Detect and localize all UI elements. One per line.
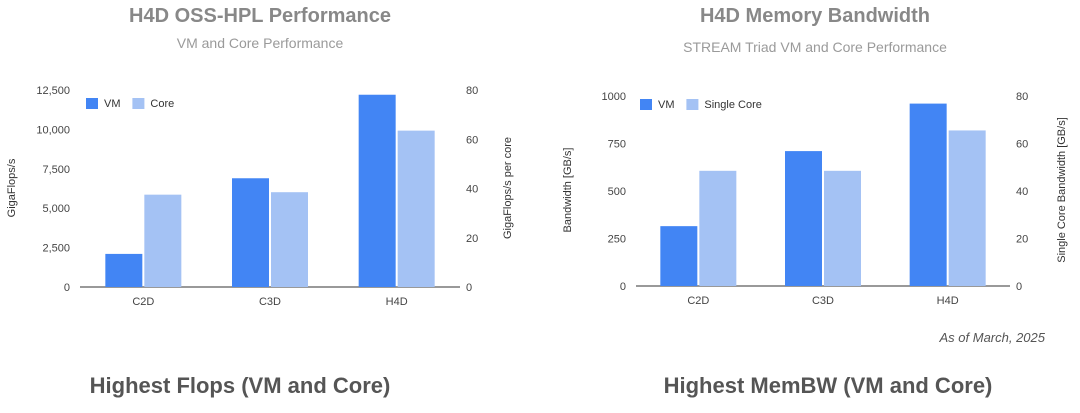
caption-flops: Highest Flops (VM and Core) [90, 373, 391, 398]
y-tick-label: 1000 [602, 91, 626, 103]
y2-tick-label: 60 [466, 134, 478, 146]
y-tick-label: 12,500 [36, 85, 70, 97]
y2-tick-label: 80 [1016, 91, 1028, 103]
y-tick-label: 0 [620, 281, 626, 293]
legend-swatch [132, 98, 145, 109]
chart-title: H4D Memory Bandwidth [700, 5, 930, 27]
y-tick-label: 250 [608, 234, 626, 246]
x-tick-label: C3D [259, 296, 281, 308]
as-of-note: As of March, 2025 [939, 330, 1046, 345]
bar-vm-c3d [785, 151, 822, 286]
y-tick-label: 500 [608, 186, 626, 198]
bar-core-c2d [144, 194, 182, 287]
chart-memory-bandwidth: H4D Memory Bandwidth STREAM Triad VM and… [562, 5, 1068, 307]
chart-subtitle: STREAM Triad VM and Core Performance [683, 39, 947, 55]
y2-tick-label: 20 [1016, 234, 1028, 246]
bar-vm-c2d [105, 253, 143, 287]
y2-tick-label: 0 [466, 282, 472, 294]
chart-subtitle: VM and Core Performance [177, 35, 344, 51]
y-axis-label: GigaFlops/s [6, 158, 18, 217]
bar-vm-h4d [909, 103, 947, 286]
x-tick-label: C2D [687, 295, 709, 307]
y2-tick-label: 60 [1016, 139, 1028, 151]
y2-axis-label: GigaFlops/s per core [502, 137, 514, 239]
y2-tick-label: 20 [466, 233, 478, 245]
bar-single-core-c2d [699, 170, 737, 286]
chart-title: H4D OSS-HPL Performance [129, 5, 391, 27]
legend-label: VM [658, 99, 675, 111]
caption-membw: Highest MemBW (VM and Core) [664, 373, 993, 398]
y2-tick-label: 80 [466, 85, 478, 97]
bar-vm-h4d [358, 94, 396, 287]
bar-vm-c3d [232, 178, 269, 287]
y-tick-label: 5,000 [42, 203, 70, 215]
bar-core-c3d [271, 192, 308, 287]
legend-label: Core [150, 98, 174, 110]
y-tick-label: 0 [64, 282, 70, 294]
legend-swatch [86, 98, 98, 109]
bar-single-core-h4d [948, 130, 986, 286]
legend-swatch [686, 99, 699, 110]
x-tick-label: H4D [937, 295, 959, 307]
legend-swatch [640, 99, 652, 110]
y2-tick-label: 40 [466, 184, 478, 196]
y2-tick-label: 0 [1016, 281, 1022, 293]
chart-hpl-performance: H4D OSS-HPL Performance VM and Core Perf… [6, 5, 514, 308]
bar-vm-c2d [660, 226, 698, 286]
y2-axis-label: Single Core Bandwidth [GB/s] [1056, 117, 1068, 263]
legend-label: VM [104, 98, 121, 110]
y-tick-label: 7,500 [42, 164, 70, 176]
y-tick-label: 10,000 [36, 124, 70, 136]
bar-core-h4d [397, 130, 435, 287]
x-tick-label: H4D [386, 296, 408, 308]
x-tick-label: C2D [132, 296, 154, 308]
y-axis-label: Bandwidth [GB/s] [562, 148, 574, 233]
legend-label: Single Core [704, 99, 761, 111]
y-tick-label: 750 [608, 139, 626, 151]
y2-tick-label: 40 [1016, 186, 1028, 198]
y-tick-label: 2,500 [42, 243, 70, 255]
x-tick-label: C3D [812, 295, 834, 307]
bar-single-core-c3d [824, 170, 861, 286]
